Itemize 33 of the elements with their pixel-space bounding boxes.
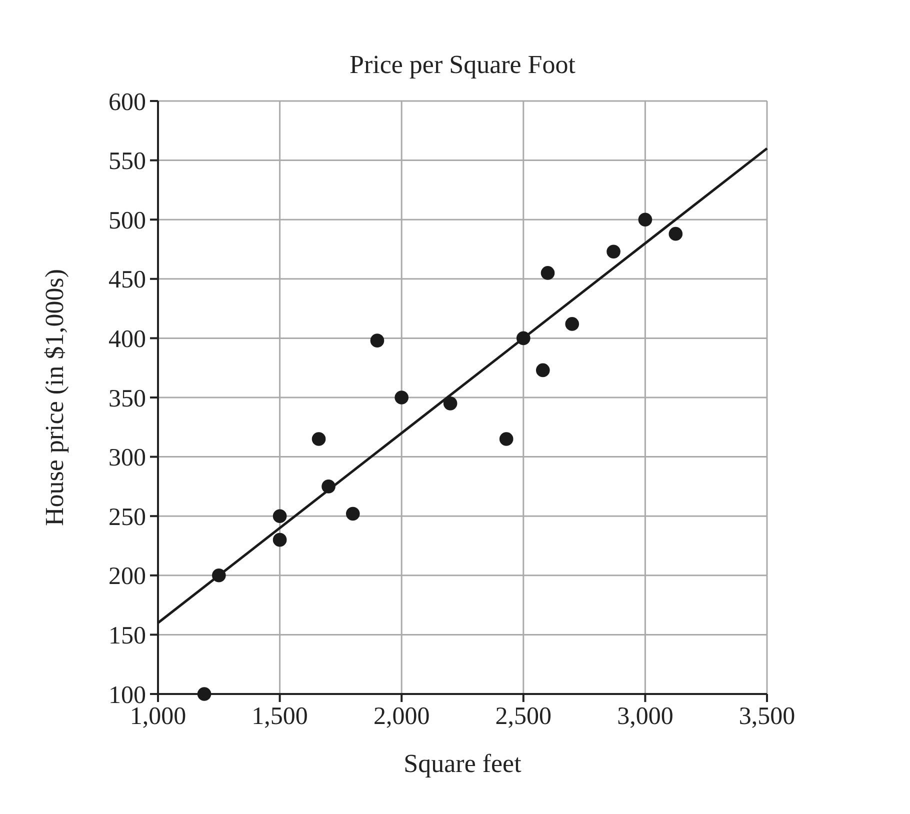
point — [540, 266, 555, 280]
point — [499, 432, 514, 446]
y-axis-title: House price (in $1,000s) — [40, 268, 69, 526]
point — [197, 687, 212, 701]
x-tick-label: 3,500 — [738, 703, 796, 730]
point — [394, 390, 409, 404]
x-axis-title: Square feet — [404, 749, 522, 778]
x-tick-label: 2,000 — [373, 703, 430, 730]
y-tick-label: 150 — [108, 622, 146, 650]
y-tick-label: 250 — [108, 504, 146, 531]
y-tick-label: 450 — [108, 266, 146, 294]
y-tick-label: 300 — [108, 444, 146, 472]
y-tick-label: 500 — [108, 207, 146, 234]
point — [443, 396, 458, 410]
point — [312, 432, 326, 446]
point — [346, 506, 360, 521]
point — [272, 532, 287, 547]
point — [536, 363, 550, 378]
point — [272, 509, 287, 523]
x-tick-label: 1,500 — [252, 703, 308, 730]
y-tick-label: 200 — [108, 563, 146, 590]
y-tick-label: 400 — [108, 326, 146, 353]
point — [565, 317, 580, 331]
point — [370, 334, 384, 348]
x-tick-label: 2,500 — [495, 703, 552, 730]
y-tick-label: 350 — [108, 385, 146, 412]
chart-title: Price per Square Foot — [349, 50, 576, 79]
point — [606, 244, 620, 259]
y-tick-label: 600 — [108, 88, 146, 116]
point — [638, 212, 652, 226]
y-tick-label: 550 — [108, 148, 146, 176]
x-tick-label: 3,000 — [617, 703, 674, 730]
point — [668, 226, 683, 241]
